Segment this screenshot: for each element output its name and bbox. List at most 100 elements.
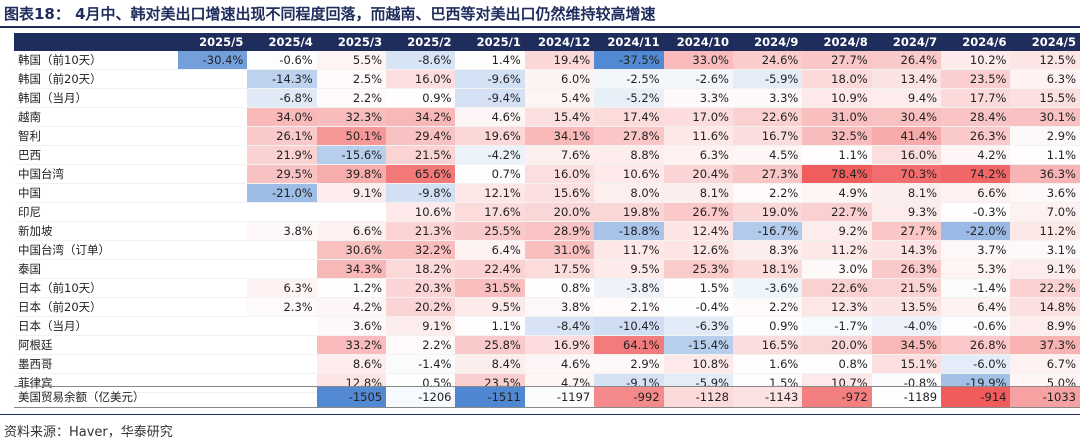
value-cell: 9.5% (455, 297, 525, 317)
value-cell: 2.2% (732, 183, 803, 203)
title: 图表18： 4月中、韩对美出口增速出现不同程度回落，而越南、巴西等对美出口仍然维… (4, 5, 656, 23)
table-row: 新加坡 3.8% 6.6% 21.3% 25.5% 28.9% -18.8% 12.4% -16… (14, 221, 1080, 241)
value-cell: 33.0% (663, 51, 733, 70)
value-cell: 27.7% (802, 51, 872, 70)
value-cell: 9.2% (802, 221, 872, 241)
row-label: 日本（前10天） (14, 278, 178, 298)
table-row: 阿根廷 33.2% 2.2% 25.8% 16.9% 64.1% -15.4% 16.5% 20… (14, 335, 1080, 355)
value-cell: 2.3% (247, 297, 317, 317)
empty-cell (247, 240, 317, 260)
value-cell: 24.6% (732, 51, 803, 70)
value-cell: 70.3% (871, 164, 942, 184)
value-cell: 8.8% (594, 145, 664, 165)
value-cell: 16.9% (524, 335, 595, 355)
column-header: 2024/6 (941, 33, 1011, 51)
value-cell: -9.6% (455, 69, 525, 89)
value-cell: 23.5% (941, 69, 1011, 89)
value-cell: 1.1% (455, 316, 525, 336)
value-cell: 17.0% (663, 107, 733, 127)
value-cell: -5.9% (732, 69, 803, 89)
value-cell: -2.6% (663, 69, 733, 89)
value-cell: 12.4% (663, 221, 733, 241)
row-label: 中国台湾 (14, 164, 178, 184)
value-cell: 2.1% (594, 297, 664, 317)
value-cell: 19.6% (455, 126, 525, 146)
value-cell: 6.3% (1010, 69, 1080, 89)
value-cell: 2.2% (316, 88, 387, 108)
value-cell: 5.3% (941, 259, 1011, 279)
value-cell: 33.2% (316, 335, 387, 355)
empty-cell (247, 316, 317, 336)
value-cell: 6.4% (455, 240, 525, 260)
row-label: 韩国（前20天） (14, 69, 178, 89)
value-cell: -6.3% (663, 316, 733, 336)
value-cell: 30.6% (316, 240, 387, 260)
value-cell: 65.6% (386, 164, 456, 184)
value-cell: 17.5% (524, 259, 595, 279)
empty-cell (177, 297, 248, 317)
value-cell: -8.6% (386, 51, 456, 70)
value-cell: -37.5% (594, 51, 664, 70)
value-cell: -1206 (386, 386, 456, 408)
table-row: 日本（当月） 3.6% 9.1% 1.1% -8.4% -10.4% -6.3% 0.9% -1… (14, 316, 1080, 336)
value-cell: 6.6% (941, 183, 1011, 203)
empty-cell (177, 183, 248, 203)
footer-rule (0, 414, 1080, 415)
table-row: 韩国（当月） -6.8% 2.2% 0.9% -9.4% 5.4% -5.2% 3.3% 3.3… (14, 88, 1080, 108)
value-cell: 19.8% (594, 202, 664, 222)
value-cell: 3.0% (802, 259, 872, 279)
value-cell: 19.0% (732, 202, 803, 222)
value-cell: 3.1% (1010, 240, 1080, 260)
value-cell: 3.3% (663, 88, 733, 108)
column-header: 2025/4 (247, 33, 317, 51)
value-cell: 26.3% (871, 259, 942, 279)
value-cell: 25.8% (455, 335, 525, 355)
empty-cell (177, 88, 248, 108)
column-header: 2025/2 (386, 33, 456, 51)
value-cell: 15.6% (524, 183, 595, 203)
value-cell: -1.7% (802, 316, 872, 336)
value-cell: -16.7% (732, 221, 803, 241)
value-cell: 4.6% (455, 107, 525, 127)
value-cell: 22.6% (802, 278, 872, 298)
value-cell: 50.1% (316, 126, 387, 146)
value-cell: 17.4% (594, 107, 664, 127)
value-cell: 27.7% (871, 221, 942, 241)
empty-cell (177, 69, 248, 89)
column-header: 2024/8 (802, 33, 872, 51)
value-cell: -4.0% (871, 316, 942, 336)
value-cell: -1.4% (386, 354, 456, 374)
value-cell: 22.4% (455, 259, 525, 279)
value-cell: 16.0% (524, 164, 595, 184)
value-cell: 27.3% (732, 164, 803, 184)
value-cell: 28.4% (941, 107, 1011, 127)
value-cell: 6.3% (663, 145, 733, 165)
value-cell: 25.3% (663, 259, 733, 279)
value-cell: 0.8% (802, 354, 872, 374)
value-cell: 1.4% (455, 51, 525, 70)
value-cell: 32.5% (802, 126, 872, 146)
value-cell: 1.1% (1010, 145, 1080, 165)
value-cell: 1.6% (732, 354, 803, 374)
value-cell: 20.2% (386, 297, 456, 317)
value-cell: 0.9% (386, 88, 456, 108)
value-cell: 36.3% (1010, 164, 1080, 184)
value-cell: 8.1% (871, 183, 942, 203)
value-cell: 21.5% (386, 145, 456, 165)
value-cell: 25.5% (455, 221, 525, 241)
value-cell: -1505 (316, 386, 387, 408)
source: 资料来源：Haver，华泰研究 (4, 425, 173, 440)
empty-cell (177, 316, 248, 336)
value-cell: 10.8% (663, 354, 733, 374)
value-cell: -10.4% (594, 316, 664, 336)
value-cell: 15.4% (524, 107, 595, 127)
empty-cell (177, 240, 248, 260)
value-cell: 20.0% (524, 202, 595, 222)
column-header: 2025/5 (177, 33, 248, 51)
table-row: 越南 34.0% 32.3% 34.2% 4.6% 15.4% 17.4% 17.0% 22.6… (14, 107, 1080, 127)
value-cell: 78.4% (802, 164, 872, 184)
value-cell: 16.5% (732, 335, 803, 355)
value-cell: 5.5% (316, 51, 387, 70)
row-label: 墨西哥 (14, 354, 178, 374)
empty-cell (247, 386, 317, 408)
